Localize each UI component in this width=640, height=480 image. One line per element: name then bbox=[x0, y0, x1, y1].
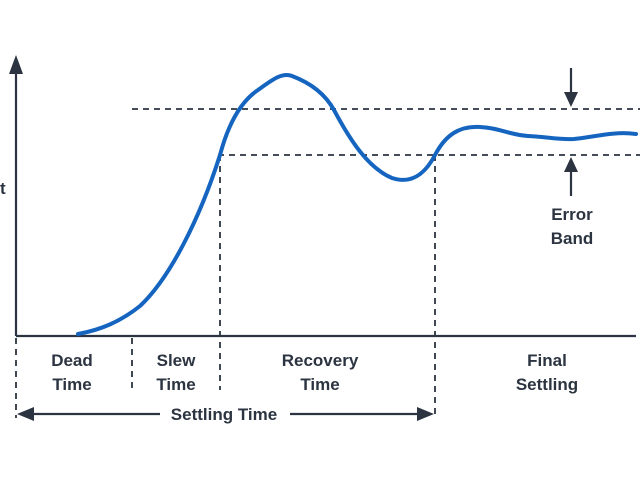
error-band-label-line2: Band bbox=[551, 229, 594, 248]
dead-time-label-line2: Time bbox=[52, 375, 91, 394]
slew-time-label-line2: Time bbox=[156, 375, 195, 394]
slew-time-label-line1: Slew bbox=[157, 351, 197, 370]
final-settling-label-line2: Settling bbox=[516, 375, 578, 394]
dead-time-label-line1: Dead bbox=[51, 351, 93, 370]
arrowhead-up-icon bbox=[9, 55, 23, 74]
recovery-time-label-line1: Recovery bbox=[282, 351, 359, 370]
response-curve bbox=[76, 73, 638, 336]
y-axis-label-fragment: t bbox=[0, 179, 6, 198]
error-band-label-line1: Error bbox=[551, 205, 593, 224]
double-arrow-icon bbox=[17, 407, 434, 421]
recovery-time-label-line2: Time bbox=[300, 375, 339, 394]
inward-arrows-icon bbox=[564, 68, 578, 196]
final-settling-label-line1: Final bbox=[527, 351, 567, 370]
settling-time-label: Settling Time bbox=[171, 405, 277, 424]
